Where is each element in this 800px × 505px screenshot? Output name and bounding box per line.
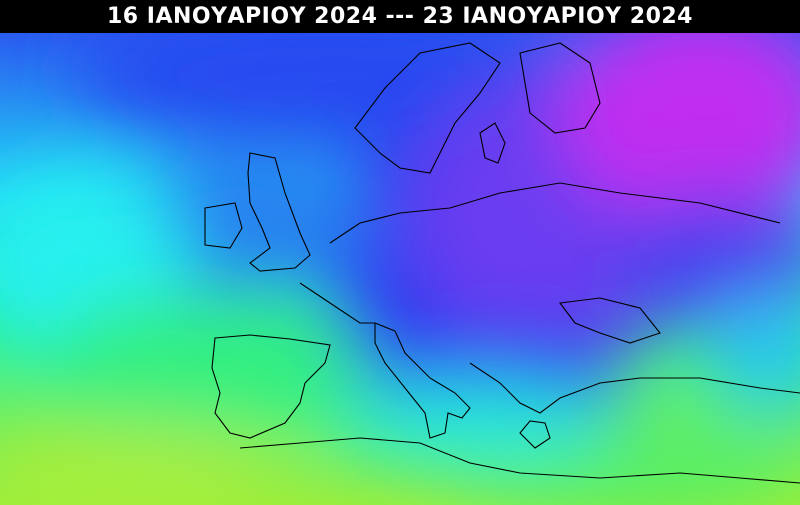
map-title: 16 ΙΑΝΟΥΑΡΙΟΥ 2024 --- 23 ΙΑΝΟΥΑΡΙΟΥ 202…: [0, 0, 800, 33]
field-blobs: [0, 33, 800, 505]
coastlines: [204, 42, 800, 484]
temperature-map: [0, 33, 800, 505]
